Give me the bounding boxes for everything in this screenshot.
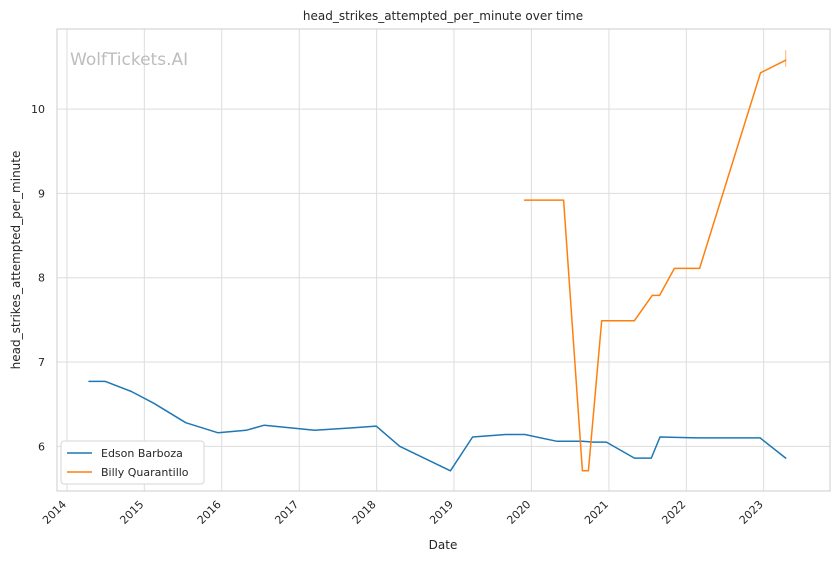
x-tick-label: 2015 bbox=[117, 498, 146, 527]
x-gridlines bbox=[66, 29, 765, 491]
legend-box bbox=[60, 440, 205, 485]
series-line-edson-barboza bbox=[88, 380, 787, 472]
y-tick-label: 10 bbox=[31, 103, 45, 116]
y-axis-title: head_strikes_attempted_per_minute bbox=[9, 151, 23, 370]
plot-area-background bbox=[57, 29, 830, 491]
x-tick-label: 2020 bbox=[504, 498, 533, 527]
y-tick-label: 9 bbox=[38, 187, 45, 200]
y-tick-labels: 6 7 8 9 10 bbox=[31, 103, 45, 453]
y-tick-label: 6 bbox=[38, 440, 45, 453]
x-tick-label: 2023 bbox=[737, 498, 766, 527]
x-tick-label: 2021 bbox=[582, 498, 611, 527]
legend-label-edson-barboza: Edson Barboza bbox=[101, 447, 183, 460]
legend: Edson Barboza Billy Quarantillo bbox=[60, 440, 205, 485]
x-tick-label: 2019 bbox=[427, 498, 456, 527]
x-tick-label: 2018 bbox=[350, 498, 379, 527]
chart-title: head_strikes_attempted_per_minute over t… bbox=[303, 9, 583, 23]
watermark: WolfTickets.AI bbox=[70, 50, 188, 70]
x-tick-label: 2017 bbox=[272, 498, 301, 527]
x-tick-label: 2022 bbox=[659, 498, 688, 527]
y-tick-label: 8 bbox=[38, 272, 45, 285]
x-tick-label: 2014 bbox=[40, 498, 69, 527]
y-tick-label: 7 bbox=[38, 356, 45, 369]
series-line-billy-quarantillo bbox=[523, 59, 787, 472]
x-tick-labels: 2014 2015 2016 2017 2018 2019 2020 2021 2022 2023 bbox=[40, 498, 766, 527]
legend-label-billy-quarantillo: Billy Quarantillo bbox=[101, 466, 189, 479]
plot-frame bbox=[56, 28, 831, 492]
x-axis-title: Date bbox=[429, 538, 458, 552]
x-tick-label: 2016 bbox=[195, 498, 224, 527]
series-layer bbox=[88, 50, 787, 472]
